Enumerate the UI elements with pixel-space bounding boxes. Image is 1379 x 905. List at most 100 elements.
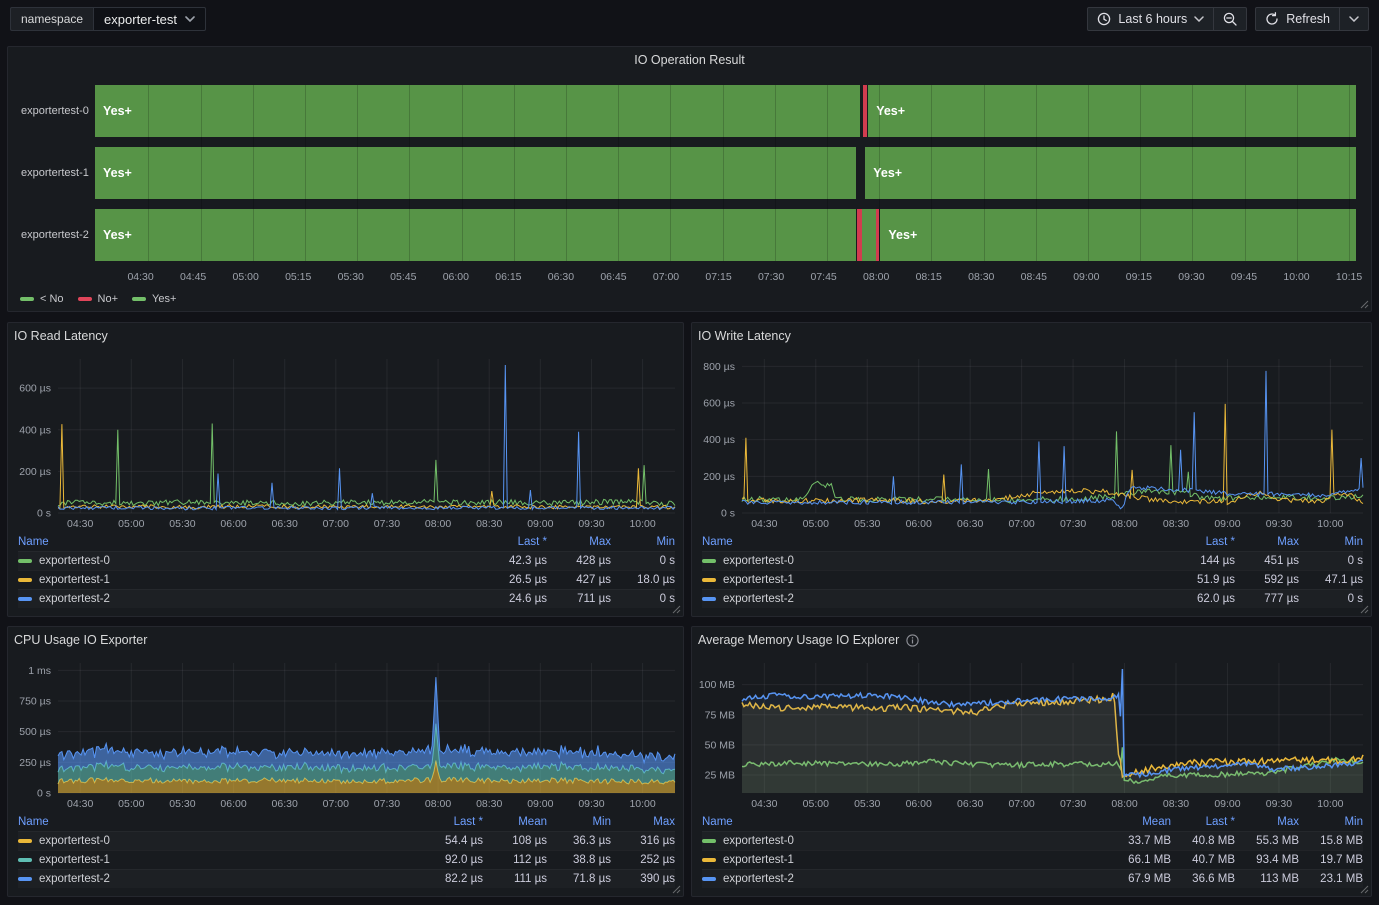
x-axis-tick-label: 09:00	[1214, 798, 1240, 810]
panel-header: Average Memory Usage IO Explorer	[692, 627, 1371, 653]
timeline-track: Yes+Yes+	[95, 147, 1356, 199]
refresh-icon	[1265, 12, 1279, 26]
timeline-track: Yes+ Yes+	[95, 209, 1356, 261]
legend-header-last[interactable]: Last *	[483, 536, 547, 548]
legend-value: 24.6 µs	[483, 593, 547, 605]
legend-header-mean[interactable]: Mean	[1107, 816, 1171, 828]
legend-value: 26.5 µs	[483, 574, 547, 586]
legend-value: 54.4 µs	[419, 835, 483, 847]
timeline-axis-tick: 06:00	[443, 271, 469, 283]
legend-header-name[interactable]: Name	[18, 816, 419, 828]
timeline-segment[interactable]	[863, 85, 867, 137]
legend-header-last[interactable]: Last *	[1171, 536, 1235, 548]
legend-header-max[interactable]: Max	[611, 816, 675, 828]
legend-header-last[interactable]: Last *	[419, 816, 483, 828]
panel-title[interactable]: CPU Usage IO Exporter	[14, 633, 147, 647]
legend-series-name[interactable]: exportertest-2	[702, 593, 1171, 605]
timeline-axis-tick: 08:00	[863, 271, 889, 283]
legend-series-name[interactable]: exportertest-0	[702, 835, 1107, 847]
series-color-swatch	[20, 297, 34, 301]
timeline-segment[interactable]: Yes+	[868, 85, 1356, 137]
legend-header-min[interactable]: Min	[547, 816, 611, 828]
legend-header-name[interactable]: Name	[18, 536, 483, 548]
legend-header-last[interactable]: Last *	[1171, 816, 1235, 828]
info-icon[interactable]	[906, 634, 919, 647]
legend-header-name[interactable]: Name	[702, 816, 1107, 828]
legend-series-name[interactable]: exportertest-2	[18, 873, 419, 885]
panel-resize-handle[interactable]	[1360, 885, 1369, 894]
panel-resize-handle[interactable]	[672, 605, 681, 614]
x-axis-tick-label: 10:00	[1317, 518, 1343, 530]
y-axis-tick-label: 50 MB	[705, 739, 735, 751]
legend-value: 0 s	[1299, 555, 1363, 567]
legend-series-name[interactable]: exportertest-0	[18, 835, 419, 847]
legend-value: 0 s	[611, 555, 675, 567]
panel-title[interactable]: IO Write Latency	[698, 329, 791, 343]
legend-value: 62.0 µs	[1171, 593, 1235, 605]
legend-series-name[interactable]: exportertest-0	[702, 555, 1171, 567]
memory-usage-chart[interactable]: 25 MB50 MB75 MB100 MB04:3005:0005:3006:0…	[692, 653, 1371, 811]
series-color-swatch	[132, 297, 146, 301]
panel-title[interactable]: Average Memory Usage IO Explorer	[698, 633, 899, 647]
panel-resize-handle[interactable]	[672, 885, 681, 894]
y-axis-tick-label: 800 µs	[703, 361, 735, 373]
x-axis-tick-label: 09:30	[578, 518, 604, 530]
legend-series-name[interactable]: exportertest-0	[18, 555, 483, 567]
legend-value: 316 µs	[611, 835, 675, 847]
refresh-controls: Refresh	[1255, 7, 1369, 31]
legend-header-mean[interactable]: Mean	[483, 816, 547, 828]
timeline-row-label: exportertest-0	[16, 105, 95, 117]
timeline-segment[interactable]	[876, 209, 880, 261]
timeline-legend-item[interactable]: No+	[78, 293, 119, 305]
timeline-segment[interactable]	[862, 209, 876, 261]
legend-header-max[interactable]: Max	[1235, 816, 1299, 828]
legend-header-max[interactable]: Max	[1235, 536, 1299, 548]
legend-value: 42.3 µs	[483, 555, 547, 567]
timeline-segment[interactable]: Yes+	[880, 209, 1356, 261]
refresh-interval-dropdown[interactable]	[1339, 8, 1368, 30]
series-color-swatch	[702, 858, 716, 862]
legend-header-name[interactable]: Name	[702, 536, 1171, 548]
x-axis-tick-label: 09:30	[578, 798, 604, 810]
panel-resize-handle[interactable]	[1360, 605, 1369, 614]
legend-header-max[interactable]: Max	[547, 536, 611, 548]
timeline-segment[interactable]: Yes+	[865, 147, 1356, 199]
refresh-button[interactable]: Refresh	[1256, 8, 1339, 30]
timeline-axis-tick: 04:45	[180, 271, 206, 283]
cpu-usage-chart[interactable]: 0 s250 µs500 µs750 µs1 ms04:3005:0005:30…	[8, 653, 683, 811]
legend-series-name[interactable]: exportertest-1	[18, 574, 483, 586]
legend-series-name[interactable]: exportertest-1	[18, 854, 419, 866]
x-axis-tick-label: 05:30	[854, 518, 880, 530]
timeline-segment[interactable]: Yes+	[95, 147, 856, 199]
legend-series-name[interactable]: exportertest-1	[702, 574, 1171, 586]
write-latency-chart[interactable]: 0 s200 µs400 µs600 µs800 µs04:3005:0005:…	[692, 349, 1371, 531]
legend-header-min[interactable]: Min	[1299, 816, 1363, 828]
timeline-segment[interactable]: Yes+	[95, 209, 856, 261]
panel-header: IO Read Latency	[8, 323, 683, 349]
panel-title[interactable]: IO Read Latency	[14, 329, 108, 343]
timeline-segment[interactable]: Yes+	[95, 85, 860, 137]
legend-header-min[interactable]: Min	[611, 536, 675, 548]
chevron-down-icon	[185, 16, 195, 22]
timeline-legend-item[interactable]: < No	[20, 293, 64, 305]
legend-series-name[interactable]: exportertest-2	[18, 593, 483, 605]
zoom-out-button[interactable]	[1213, 8, 1246, 30]
timeline-row-label: exportertest-1	[16, 167, 95, 179]
legend-value: 51.9 µs	[1171, 574, 1235, 586]
timeline-legend-item[interactable]: Yes+	[132, 293, 176, 305]
panel-header: IO Operation Result	[8, 47, 1371, 73]
y-axis-tick-label: 600 µs	[703, 398, 735, 410]
legend-value: 93.4 MB	[1235, 854, 1299, 866]
panel-header: IO Write Latency	[692, 323, 1371, 349]
legend-series-name[interactable]: exportertest-1	[702, 854, 1107, 866]
panel-resize-handle[interactable]	[1360, 300, 1369, 309]
legend-header-min[interactable]: Min	[1299, 536, 1363, 548]
time-range-label: Last 6 hours	[1118, 12, 1187, 26]
legend-series-name[interactable]: exportertest-2	[702, 873, 1107, 885]
panel-title[interactable]: IO Operation Result	[634, 53, 744, 67]
timeline-row-label: exportertest-2	[16, 229, 95, 241]
namespace-variable-select[interactable]: exporter-test	[93, 7, 206, 31]
x-axis-tick-label: 05:00	[803, 518, 829, 530]
read-latency-chart[interactable]: 0 s200 µs400 µs600 µs04:3005:0005:3006:0…	[8, 349, 683, 531]
time-range-picker[interactable]: Last 6 hours	[1088, 8, 1213, 30]
